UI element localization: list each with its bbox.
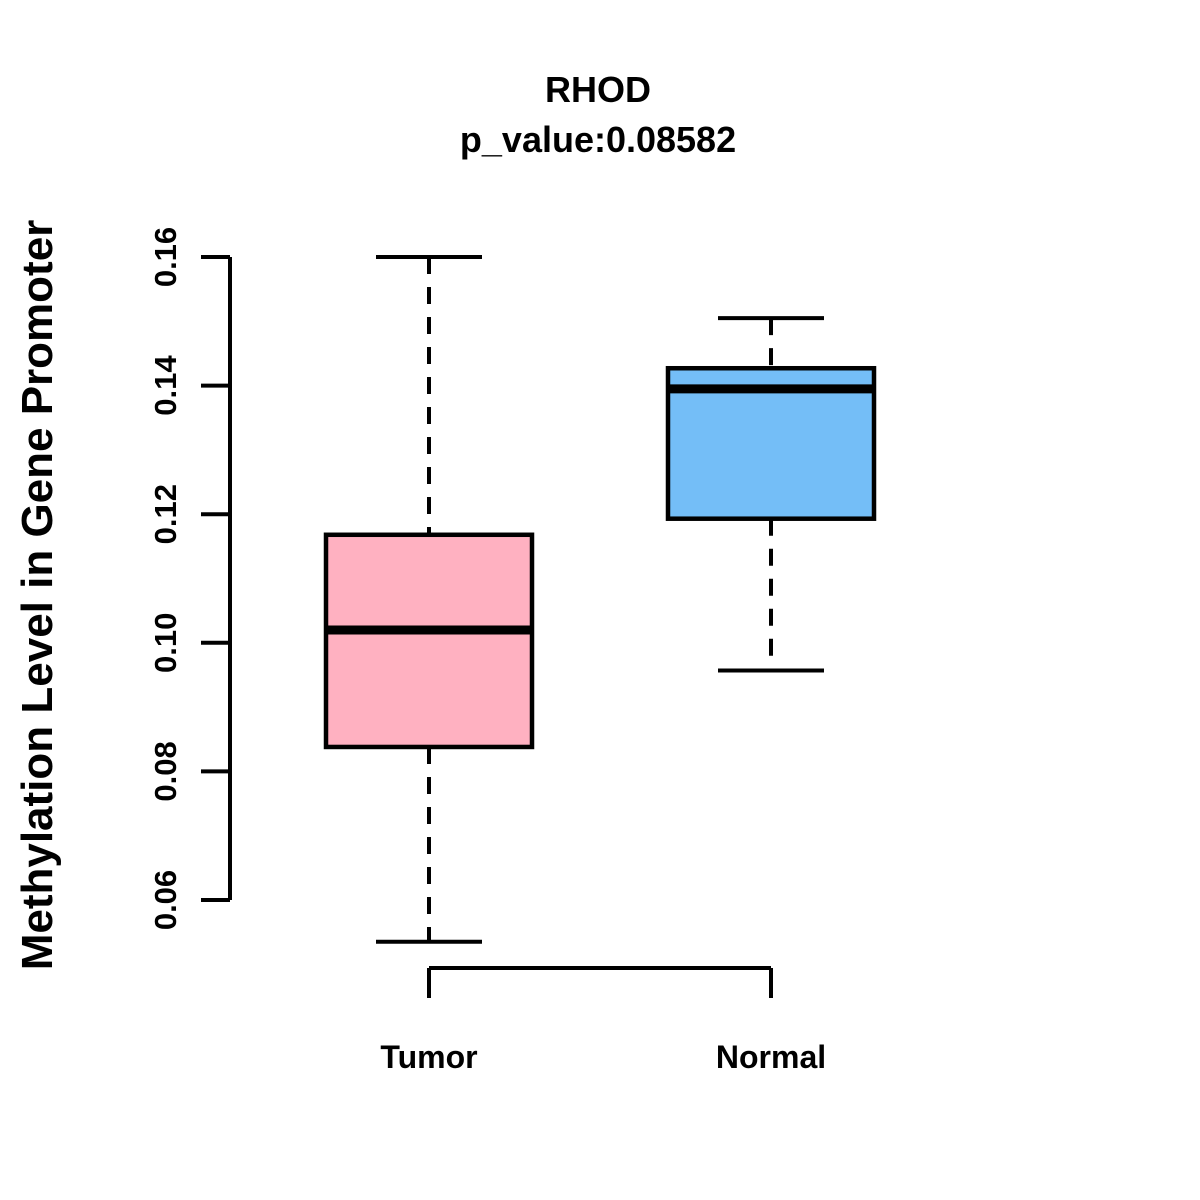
x-tick-label-normal: Normal xyxy=(716,1039,826,1075)
chart-title: RHOD xyxy=(545,69,651,110)
y-tick-label: 0.08 xyxy=(148,741,183,801)
y-axis-label: Methylation Level in Gene Promoter xyxy=(13,220,62,971)
box-normal xyxy=(665,365,877,521)
y-tick-label: 0.12 xyxy=(148,484,183,544)
y-tick-label: 0.16 xyxy=(148,227,183,287)
x-tick-label-tumor: Tumor xyxy=(380,1039,477,1075)
y-tick-label: 0.14 xyxy=(148,355,183,416)
box-tumor xyxy=(323,532,535,750)
y-tick-label: 0.06 xyxy=(148,870,183,930)
plot-area: 0.06 0.08 0.10 0.12 0.14 0.16 Tumor Normal xyxy=(148,227,877,1075)
chart-subtitle: p_value:0.08582 xyxy=(460,119,736,160)
y-tick-label: 0.10 xyxy=(148,613,183,673)
